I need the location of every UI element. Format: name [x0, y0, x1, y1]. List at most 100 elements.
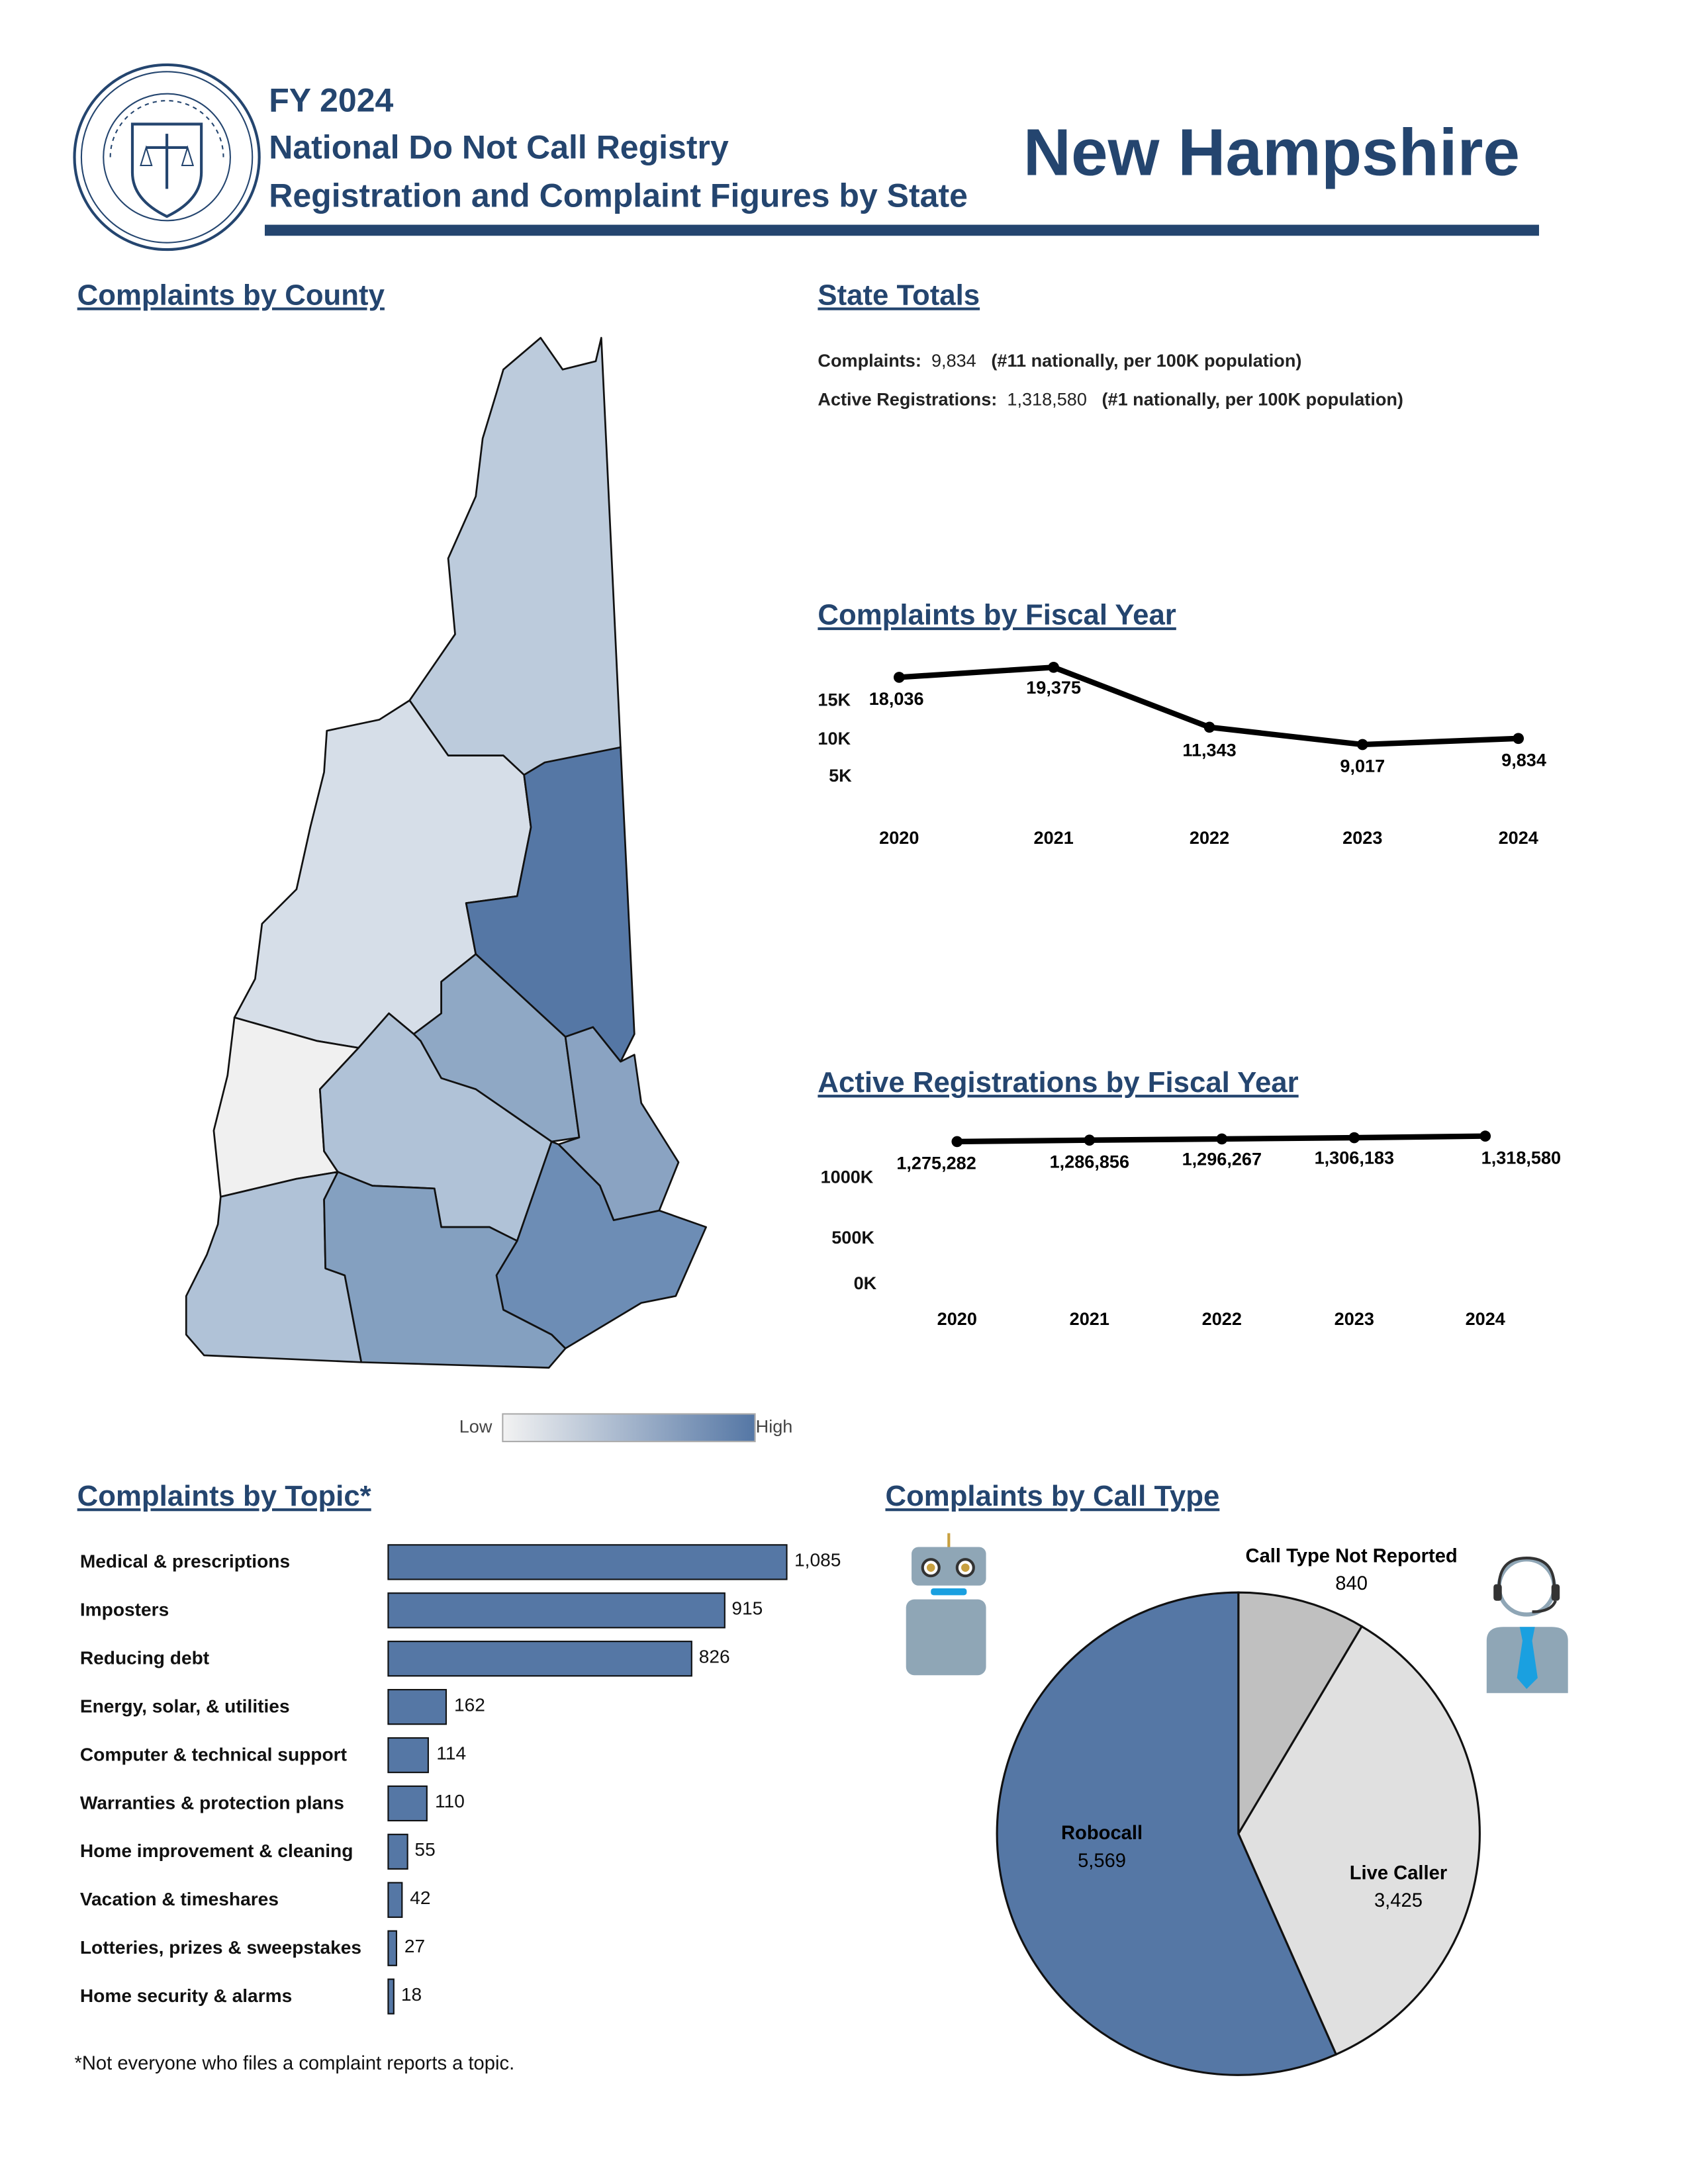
robot-icon [906, 1533, 986, 1676]
topic-label: Imposters [79, 1599, 169, 1620]
slice-label: Call Type Not Reported [1246, 1545, 1458, 1567]
x-tick-label: 2020 [879, 827, 919, 848]
x-tick-label: 2024 [1466, 1308, 1505, 1329]
data-point [1203, 721, 1215, 733]
topic-label: Medical & prescriptions [79, 1551, 291, 1572]
data-label: 19,375 [1026, 677, 1081, 698]
data-point [1479, 1130, 1491, 1142]
legend-low-label: Low [459, 1416, 492, 1437]
slice-value: 840 [1335, 1573, 1368, 1594]
topic-bar [387, 1641, 692, 1677]
registrations-label: Active Registrations: [818, 388, 998, 410]
data-point [1348, 1132, 1360, 1144]
live-caller-person-icon [1486, 1557, 1568, 1694]
data-label: 1,275,282 [896, 1153, 976, 1173]
registrations-value: 1,318,580 [1007, 388, 1087, 410]
data-point [1513, 733, 1524, 745]
x-tick-label: 2020 [937, 1308, 977, 1329]
state-name: New Hampshire [1023, 117, 1521, 191]
topic-bar [387, 1689, 447, 1725]
county-strafford [557, 1026, 680, 1222]
registry-title: National Do Not Call Registry [269, 129, 729, 167]
topic-bar [387, 1833, 408, 1870]
x-tick-label: 2023 [1335, 1308, 1374, 1329]
data-label: 9,834 [1501, 749, 1546, 770]
county-map [185, 337, 708, 1369]
y-tick-label: 0K [853, 1272, 877, 1294]
slice-label: Robocall [1061, 1823, 1143, 1844]
complaints-total: Complaints: 9,834 (#11 nationally, per 1… [818, 350, 1301, 371]
x-tick-label: 2023 [1342, 827, 1382, 848]
complaints-fy-title: Complaints by Fiscal Year [818, 600, 1176, 632]
bar-value-label: 27 [404, 1935, 426, 1957]
complaints-value: 9,834 [931, 350, 976, 371]
topics-footnote: *Not everyone who files a complaint repo… [74, 2051, 515, 2074]
topic-bar [387, 1592, 725, 1629]
slice-label: Live Caller [1350, 1863, 1447, 1884]
bar-value-label: 1,085 [794, 1549, 841, 1570]
ftc-seal-logo [73, 63, 261, 251]
data-label: 1,318,580 [1481, 1147, 1561, 1167]
topic-label: Reducing debt [79, 1647, 210, 1668]
pie-slice-robocall [996, 1591, 1338, 2076]
y-tick-label: 5K [829, 765, 852, 786]
registrations-line-chart: 1,275,282 2020 1,286,856 2021 1,296,267 2022 1… [896, 1130, 1561, 1329]
pie-slice-live-caller [1237, 1625, 1481, 2056]
bar-value-label: 42 [410, 1888, 431, 1909]
legend-high-label: High [755, 1416, 793, 1437]
data-label: 1,306,183 [1315, 1148, 1394, 1168]
state-totals-title: State Totals [818, 279, 980, 312]
slice-value: 3,425 [1374, 1890, 1423, 1911]
data-label: 1,286,856 [1050, 1151, 1129, 1171]
bar-value-label: 915 [731, 1598, 763, 1619]
complaints-rank: (#11 nationally, per 100K population) [991, 350, 1302, 371]
topic-bar [387, 1930, 398, 1966]
bar-value-label: 114 [436, 1743, 467, 1764]
topic-bar [387, 1544, 788, 1580]
bar-value-label: 110 [435, 1791, 465, 1812]
data-point [1048, 661, 1059, 673]
data-point [1356, 739, 1368, 751]
data-label: 1,296,267 [1182, 1149, 1262, 1169]
topic-bar [387, 1737, 430, 1774]
y-tick-label: 10K [818, 727, 851, 749]
bar-value-label: 55 [414, 1839, 436, 1860]
data-point [951, 1136, 963, 1148]
topic-label: Computer & technical support [79, 1744, 347, 1765]
topic-bar [387, 1882, 403, 1918]
topics-title: Complaints by Topic* [77, 1480, 371, 1513]
topic-label: Warranties & protection plans [79, 1792, 344, 1813]
data-point [1216, 1133, 1228, 1145]
registrations-rank: (#1 nationally, per 100K population) [1102, 388, 1403, 410]
legend-gradient [502, 1413, 756, 1443]
topic-label: Energy, solar, & utilities [79, 1696, 290, 1717]
y-tick-label: 15K [818, 689, 851, 710]
call-type-title: Complaints by Call Type [885, 1480, 1220, 1513]
report-subtitle: Registration and Complaint Figures by St… [269, 177, 968, 215]
x-tick-label: 2024 [1499, 827, 1538, 848]
topic-bar [387, 1785, 428, 1822]
data-label: 9,017 [1340, 756, 1385, 776]
x-tick-label: 2021 [1034, 827, 1074, 848]
bar-value-label: 18 [400, 1983, 422, 2005]
header-rule [264, 224, 1539, 236]
bar-value-label: 826 [698, 1646, 730, 1667]
topic-label: Home security & alarms [79, 1985, 293, 2007]
county-hillsborough [323, 1171, 567, 1369]
topic-bar [387, 1978, 395, 2015]
data-label: 11,343 [1182, 740, 1236, 760]
bar-value-label: 162 [454, 1694, 485, 1715]
data-point [893, 672, 905, 683]
registrations-total: Active Registrations: 1,318,580 (#1 nati… [818, 388, 1403, 409]
topic-label: Vacation & timeshares [79, 1889, 279, 1910]
slice-value: 5,569 [1078, 1850, 1126, 1872]
x-tick-label: 2021 [1070, 1308, 1109, 1329]
y-tick-label: 1000K [820, 1166, 874, 1187]
topic-label: Lotteries, prizes & sweepstakes [79, 1937, 362, 1958]
registrations-fy-title: Active Registrations by Fiscal Year [818, 1067, 1299, 1099]
county-map-title: Complaints by County [77, 279, 385, 312]
y-tick-label: 500K [831, 1227, 874, 1248]
data-label: 18,036 [869, 688, 924, 709]
